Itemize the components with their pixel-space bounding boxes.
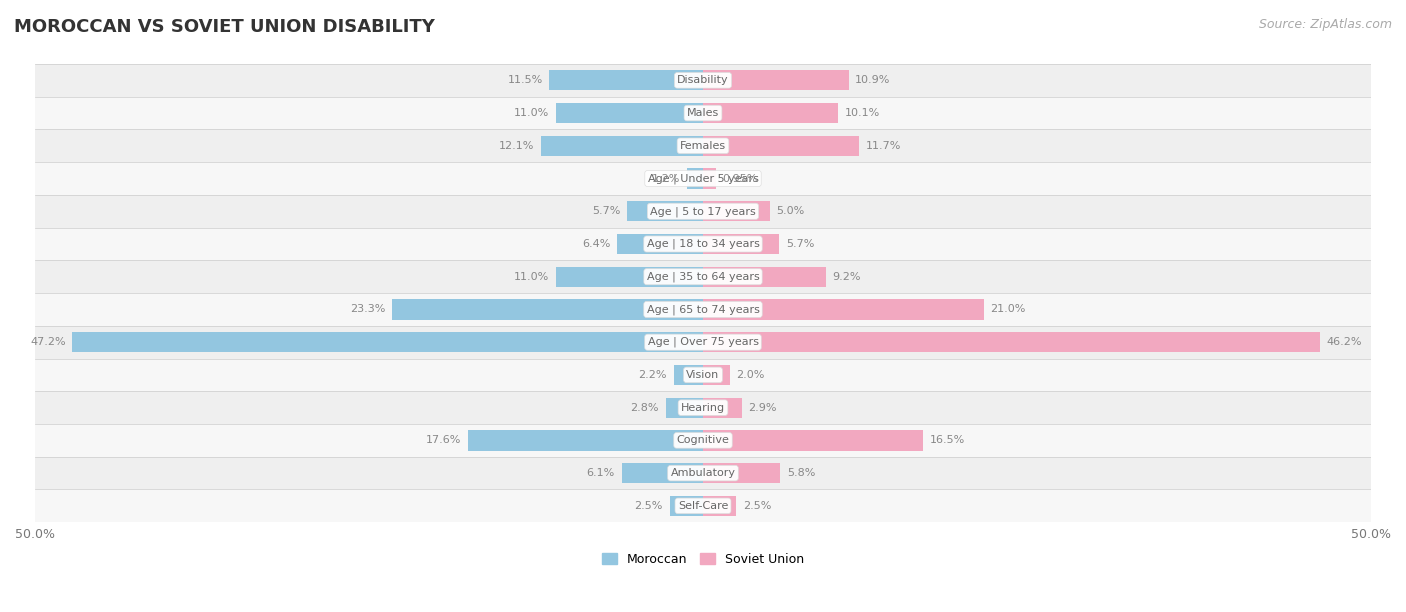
Text: 5.0%: 5.0% xyxy=(776,206,804,216)
Text: Hearing: Hearing xyxy=(681,403,725,412)
Bar xyxy=(35,195,1371,228)
Text: Vision: Vision xyxy=(686,370,720,380)
Bar xyxy=(665,398,703,418)
Bar xyxy=(35,97,1371,129)
Bar xyxy=(673,365,703,385)
Bar xyxy=(617,234,703,254)
Text: MOROCCAN VS SOVIET UNION DISABILITY: MOROCCAN VS SOVIET UNION DISABILITY xyxy=(14,18,434,36)
Bar xyxy=(35,260,1371,293)
Legend: Moroccan, Soviet Union: Moroccan, Soviet Union xyxy=(598,548,808,571)
Bar xyxy=(703,136,859,156)
Bar xyxy=(703,267,825,287)
Text: 16.5%: 16.5% xyxy=(931,435,966,446)
Text: 2.2%: 2.2% xyxy=(638,370,666,380)
Text: 2.5%: 2.5% xyxy=(634,501,662,511)
Bar xyxy=(703,201,770,222)
Bar xyxy=(703,496,737,516)
Text: 2.9%: 2.9% xyxy=(748,403,778,412)
Text: 5.7%: 5.7% xyxy=(592,206,620,216)
Text: 47.2%: 47.2% xyxy=(30,337,66,347)
Bar xyxy=(703,332,1320,353)
Text: 11.0%: 11.0% xyxy=(515,108,550,118)
Text: 23.3%: 23.3% xyxy=(350,304,385,315)
Text: 46.2%: 46.2% xyxy=(1327,337,1362,347)
Bar xyxy=(703,430,924,450)
Bar xyxy=(703,70,849,91)
Bar xyxy=(669,496,703,516)
Bar xyxy=(703,398,742,418)
Text: 1.2%: 1.2% xyxy=(652,174,681,184)
Bar xyxy=(35,64,1371,97)
Text: Age | Over 75 years: Age | Over 75 years xyxy=(648,337,758,348)
Bar xyxy=(35,490,1371,522)
Bar xyxy=(392,299,703,319)
Text: 2.0%: 2.0% xyxy=(737,370,765,380)
Bar xyxy=(703,299,984,319)
Bar xyxy=(35,293,1371,326)
Bar xyxy=(621,463,703,483)
Text: 6.1%: 6.1% xyxy=(586,468,614,478)
Text: Females: Females xyxy=(681,141,725,151)
Bar xyxy=(72,332,703,353)
Text: 11.7%: 11.7% xyxy=(866,141,901,151)
Bar xyxy=(703,103,838,123)
Text: 6.4%: 6.4% xyxy=(582,239,610,249)
Text: 5.7%: 5.7% xyxy=(786,239,814,249)
Bar xyxy=(703,168,716,188)
Text: Cognitive: Cognitive xyxy=(676,435,730,446)
Text: 11.0%: 11.0% xyxy=(515,272,550,282)
Bar xyxy=(35,457,1371,490)
Text: 5.8%: 5.8% xyxy=(787,468,815,478)
Text: 9.2%: 9.2% xyxy=(832,272,860,282)
Bar xyxy=(555,267,703,287)
Bar xyxy=(703,463,780,483)
Bar xyxy=(627,201,703,222)
Text: Males: Males xyxy=(688,108,718,118)
Text: 10.9%: 10.9% xyxy=(855,75,890,85)
Text: Age | Under 5 years: Age | Under 5 years xyxy=(648,173,758,184)
Bar xyxy=(468,430,703,450)
Bar xyxy=(35,424,1371,457)
Bar xyxy=(35,228,1371,260)
Text: Age | 65 to 74 years: Age | 65 to 74 years xyxy=(647,304,759,315)
Text: Age | 5 to 17 years: Age | 5 to 17 years xyxy=(650,206,756,217)
Text: 0.95%: 0.95% xyxy=(723,174,758,184)
Text: Source: ZipAtlas.com: Source: ZipAtlas.com xyxy=(1258,18,1392,31)
Bar xyxy=(35,129,1371,162)
Text: 2.5%: 2.5% xyxy=(744,501,772,511)
Text: Age | 18 to 34 years: Age | 18 to 34 years xyxy=(647,239,759,249)
Text: 11.5%: 11.5% xyxy=(508,75,543,85)
Text: 12.1%: 12.1% xyxy=(499,141,534,151)
Text: 10.1%: 10.1% xyxy=(845,108,880,118)
Text: 21.0%: 21.0% xyxy=(990,304,1025,315)
Bar xyxy=(541,136,703,156)
Bar xyxy=(703,234,779,254)
Text: 17.6%: 17.6% xyxy=(426,435,461,446)
Bar xyxy=(35,391,1371,424)
Text: Self-Care: Self-Care xyxy=(678,501,728,511)
Text: 2.8%: 2.8% xyxy=(630,403,659,412)
Bar xyxy=(35,162,1371,195)
Text: Ambulatory: Ambulatory xyxy=(671,468,735,478)
Bar xyxy=(703,365,730,385)
Bar xyxy=(688,168,703,188)
Bar xyxy=(550,70,703,91)
Text: Disability: Disability xyxy=(678,75,728,85)
Bar xyxy=(35,359,1371,391)
Bar xyxy=(555,103,703,123)
Bar xyxy=(35,326,1371,359)
Text: Age | 35 to 64 years: Age | 35 to 64 years xyxy=(647,272,759,282)
